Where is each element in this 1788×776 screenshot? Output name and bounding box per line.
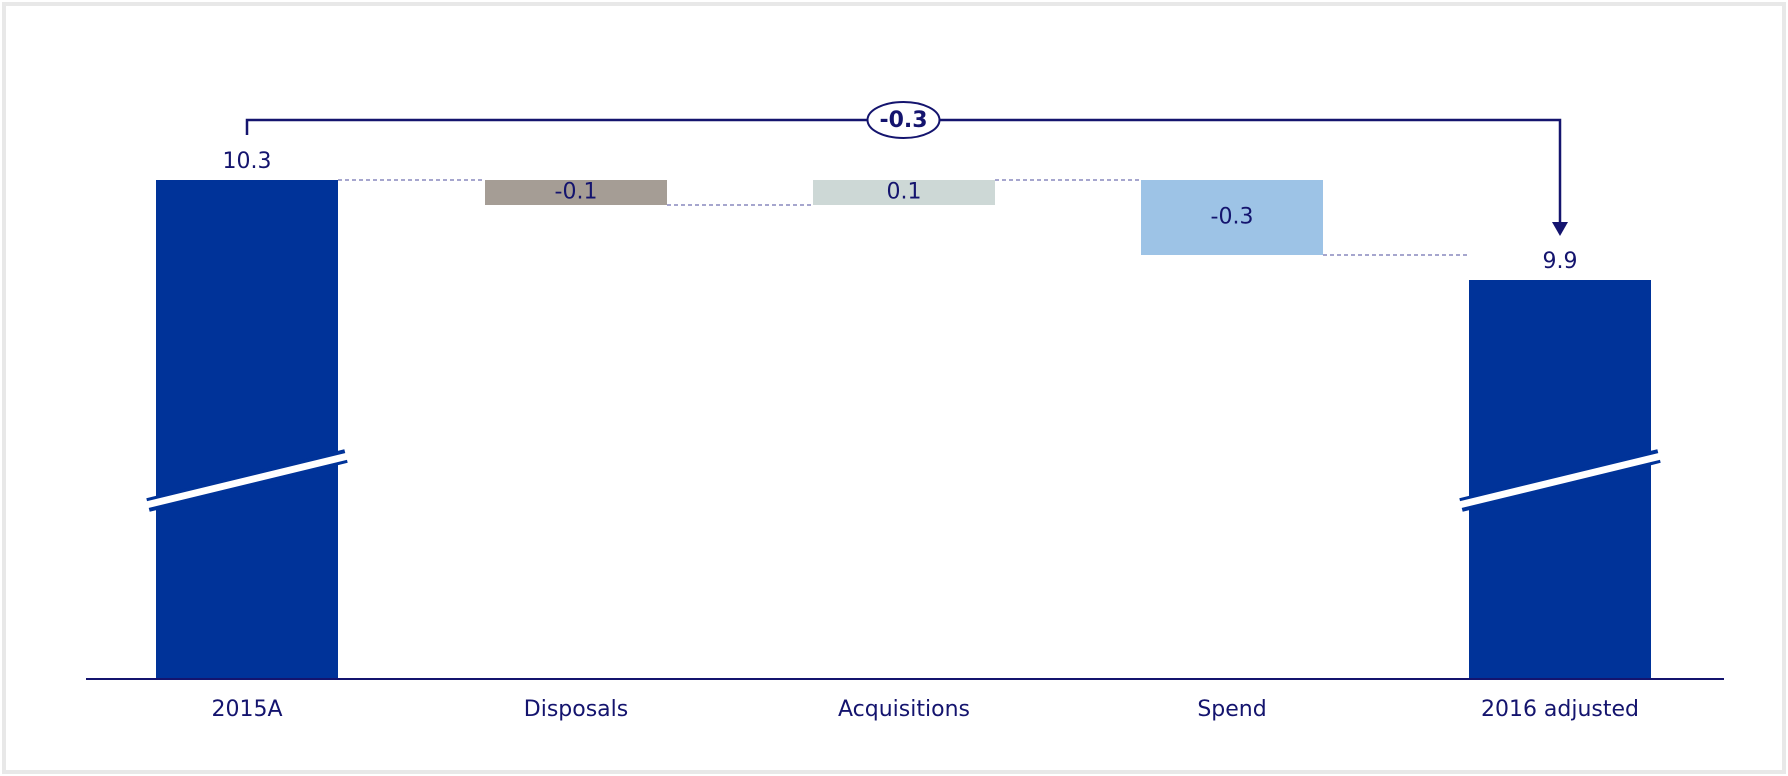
value-label: 10.3 — [223, 149, 272, 174]
value-label: 0.1 — [887, 180, 922, 205]
bar — [485, 180, 667, 205]
annotation: -0.3 — [879, 108, 927, 133]
x-tick-label: Spend — [1197, 697, 1266, 722]
annotation-badge — [866, 101, 941, 139]
x-tick-label: Disposals — [524, 697, 628, 722]
x-tick-label: 2015A — [211, 697, 282, 722]
axis-break — [1458, 452, 1662, 509]
value-label: -0.3 — [1211, 205, 1254, 230]
bar — [813, 180, 995, 205]
x-tick-label: Acquisitions — [838, 697, 970, 722]
bar — [1141, 180, 1323, 255]
value-label: -0.1 — [555, 180, 598, 205]
annotation-arrow — [1552, 222, 1568, 236]
axis-break — [145, 452, 349, 509]
value-label: 9.9 — [1543, 249, 1578, 274]
bar — [156, 180, 338, 679]
x-tick-label: 2016 adjusted — [1481, 697, 1639, 722]
